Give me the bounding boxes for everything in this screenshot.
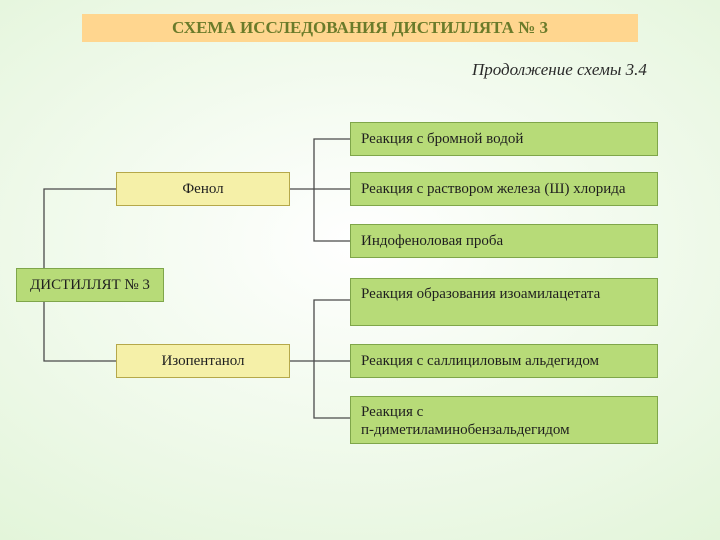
node-reaction-4: Реакция образования изоамилацетата: [350, 278, 658, 326]
diagram-title-text: СХЕМА ИССЛЕДОВАНИЯ ДИСТИЛЛЯТА № 3: [172, 18, 548, 38]
node-reaction-4-label: Реакция образования изоамилацетата: [361, 285, 600, 303]
node-reaction-3-label: Индофеноловая проба: [361, 232, 503, 250]
node-phenol-label: Фенол: [182, 180, 223, 198]
node-reaction-6: Реакция сп-диметиламинобензальдегидом: [350, 396, 658, 444]
diagram-stage: СХЕМА ИССЛЕДОВАНИЯ ДИСТИЛЛЯТА № 3 Продол…: [0, 0, 720, 540]
node-reaction-1: Реакция с бромной водой: [350, 122, 658, 156]
diagram-subtitle: Продолжение схемы 3.4: [472, 60, 647, 80]
node-reaction-5-label: Реакция с саллициловым альдегидом: [361, 352, 599, 370]
node-reaction-6-label: Реакция сп-диметиламинобензальдегидом: [361, 403, 570, 439]
node-isopentanol-label: Изопентанол: [161, 352, 244, 370]
node-reaction-2-label: Реакция с раствором железа (Ш) хлорида: [361, 180, 626, 198]
node-reaction-3: Индофеноловая проба: [350, 224, 658, 258]
node-isopentanol: Изопентанол: [116, 344, 290, 378]
node-reaction-1-label: Реакция с бромной водой: [361, 130, 523, 148]
node-phenol: Фенол: [116, 172, 290, 206]
node-root: ДИСТИЛЛЯТ № 3: [16, 268, 164, 302]
node-reaction-5: Реакция с саллициловым альдегидом: [350, 344, 658, 378]
diagram-title: СХЕМА ИССЛЕДОВАНИЯ ДИСТИЛЛЯТА № 3: [82, 14, 638, 42]
node-reaction-2: Реакция с раствором железа (Ш) хлорида: [350, 172, 658, 206]
node-root-label: ДИСТИЛЛЯТ № 3: [30, 276, 150, 294]
